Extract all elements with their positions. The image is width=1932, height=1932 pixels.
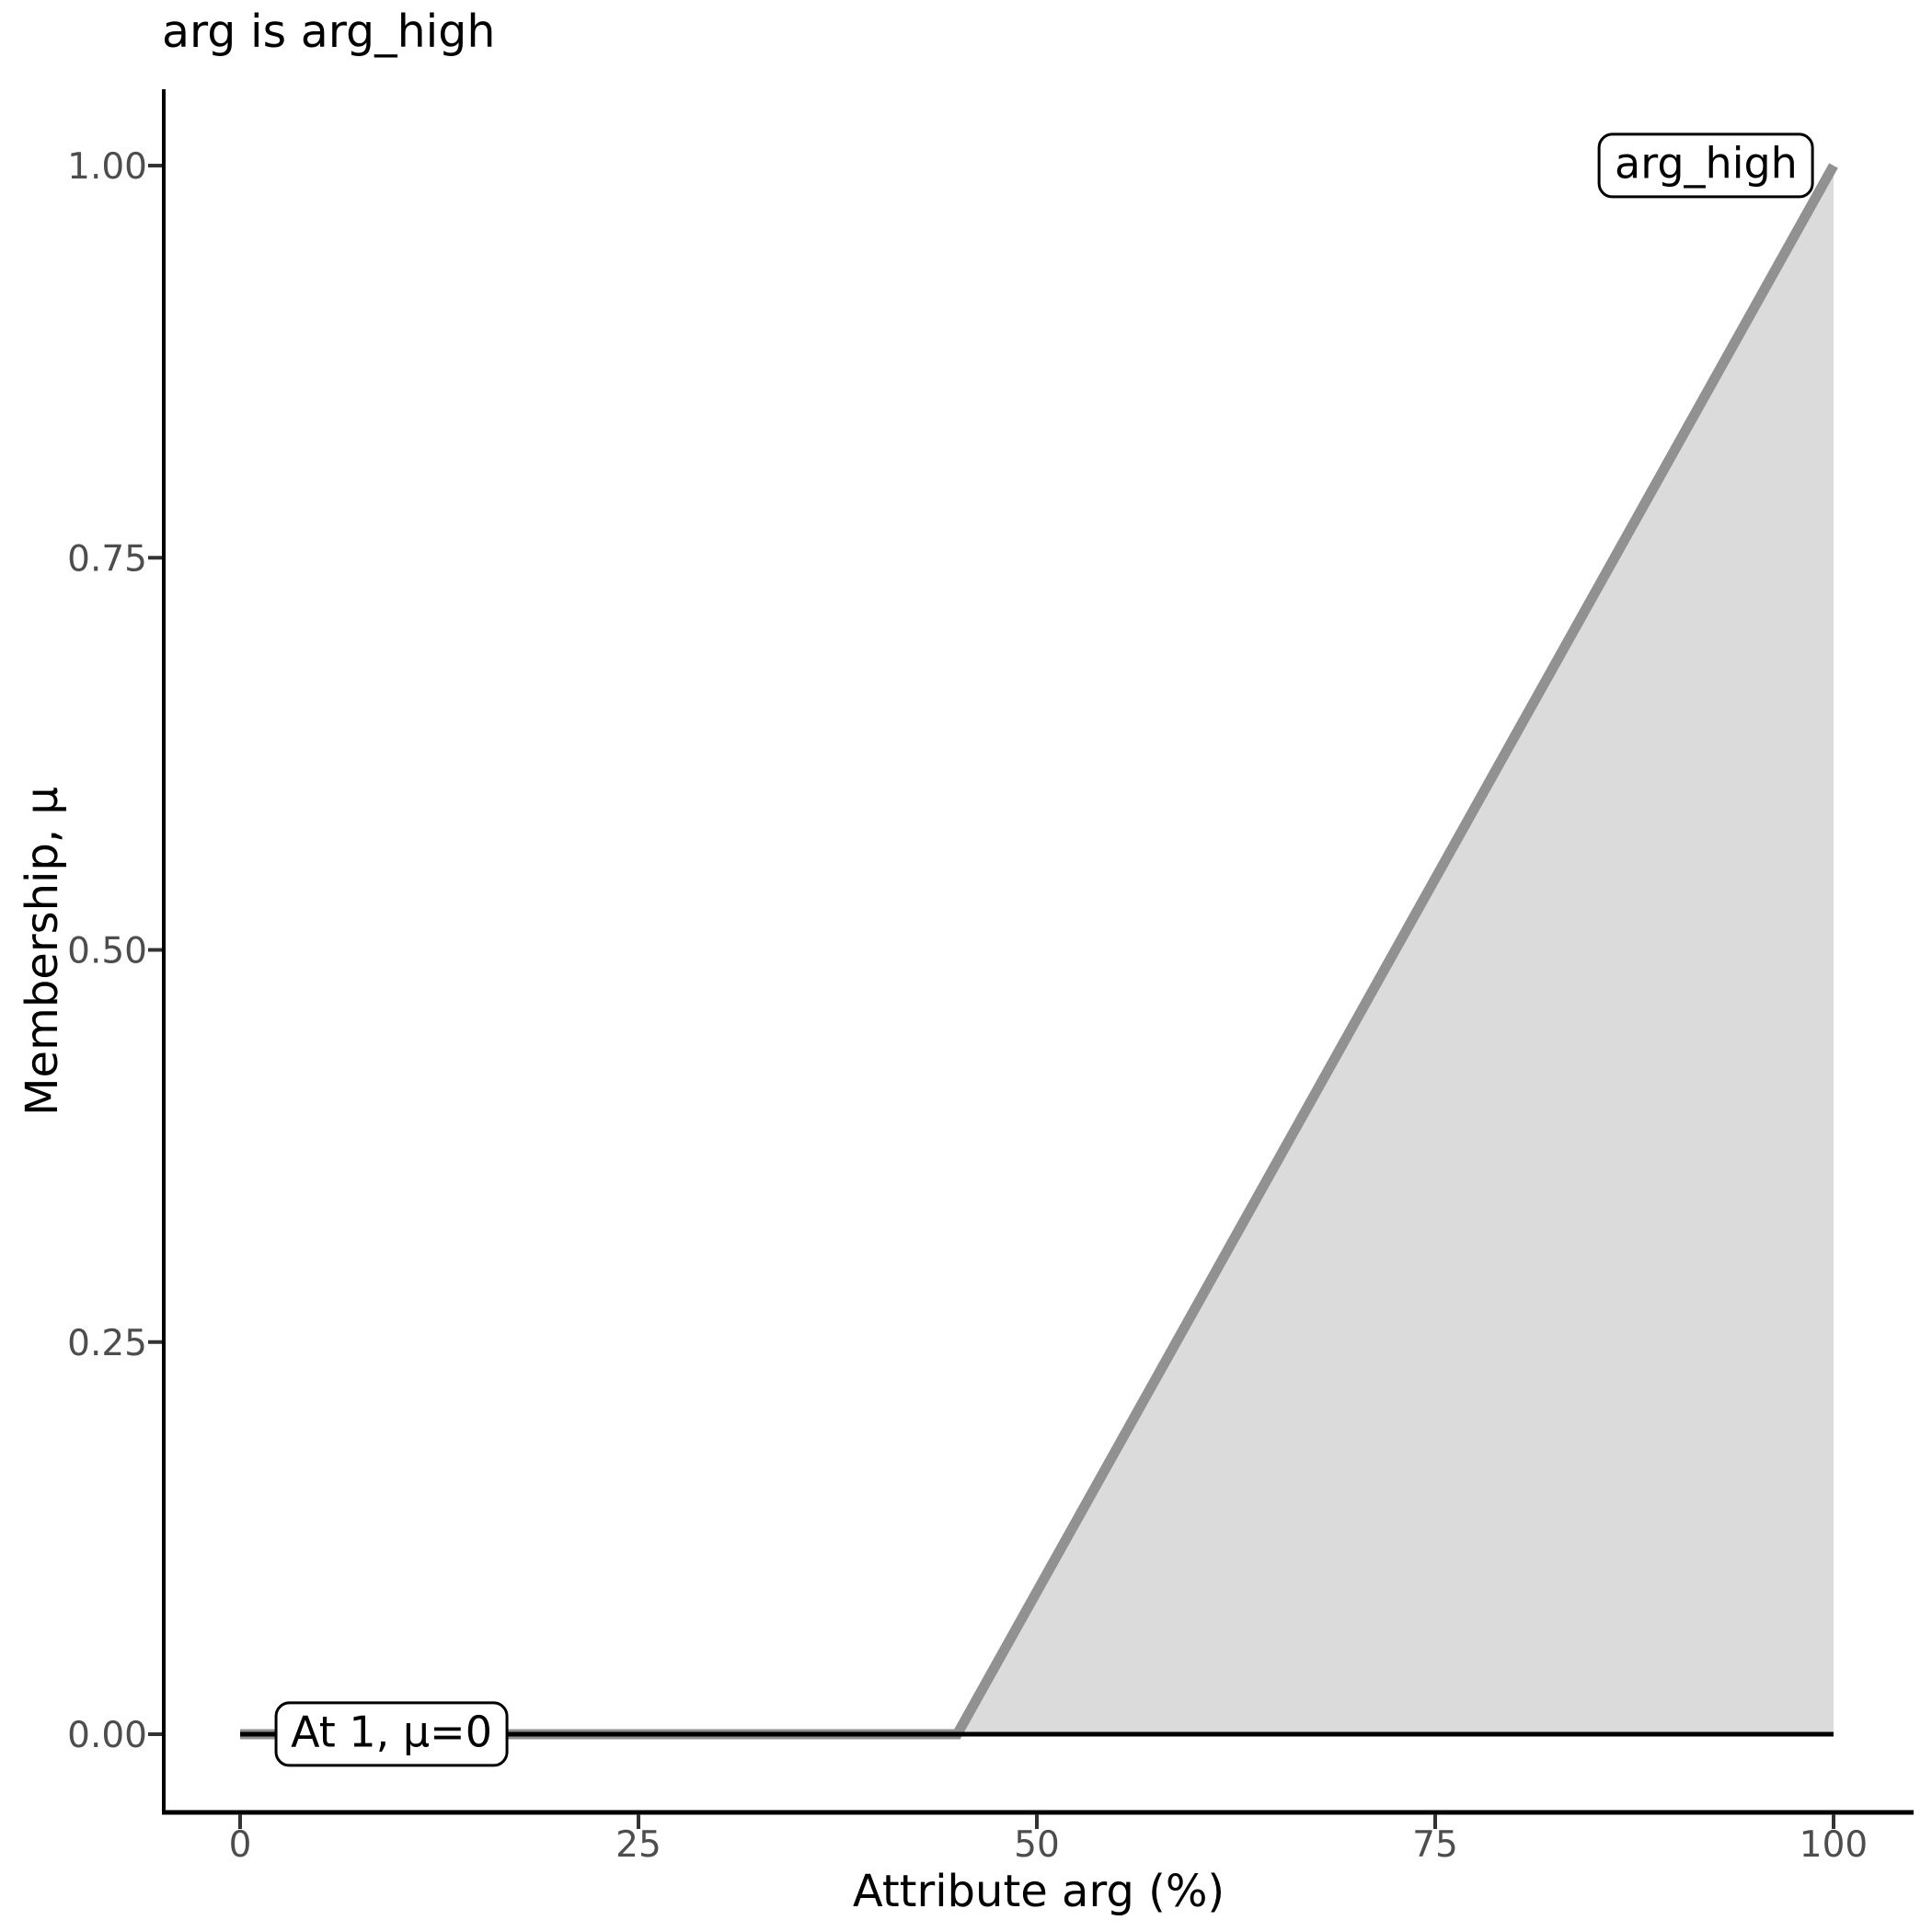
tick-labels-layer: 0 25 50 75 100 0.00 0.25 0.50 0.75 1.00 — [67, 146, 1868, 1866]
x-axis-title: Attribute arg (%) — [852, 1866, 1225, 1917]
chart-title: arg is arg_high — [162, 6, 496, 58]
x-tick-label: 0 — [229, 1824, 252, 1866]
y-axis-title: Membership, μ — [17, 787, 68, 1116]
membership-area-fill — [240, 166, 1834, 1734]
x-tick-label: 75 — [1412, 1824, 1458, 1866]
membership-fill-layer — [240, 166, 1834, 1734]
ticks-layer — [148, 164, 1835, 1829]
y-tick-label: 0.25 — [67, 1323, 147, 1364]
x-tick-label: 25 — [615, 1824, 661, 1866]
set-label-annotation: arg_high — [1598, 132, 1814, 199]
y-tick-label: 0.75 — [67, 538, 147, 580]
y-tick-label: 1.00 — [67, 146, 147, 188]
x-tick-label: 100 — [1800, 1824, 1868, 1866]
value-at-1-annotation: At 1, μ=0 — [274, 1701, 509, 1767]
x-tick-label: 50 — [1014, 1824, 1060, 1866]
y-tick-label: 0.00 — [67, 1715, 147, 1756]
y-tick-label: 0.50 — [67, 931, 147, 972]
axes-layer — [162, 89, 1914, 1815]
